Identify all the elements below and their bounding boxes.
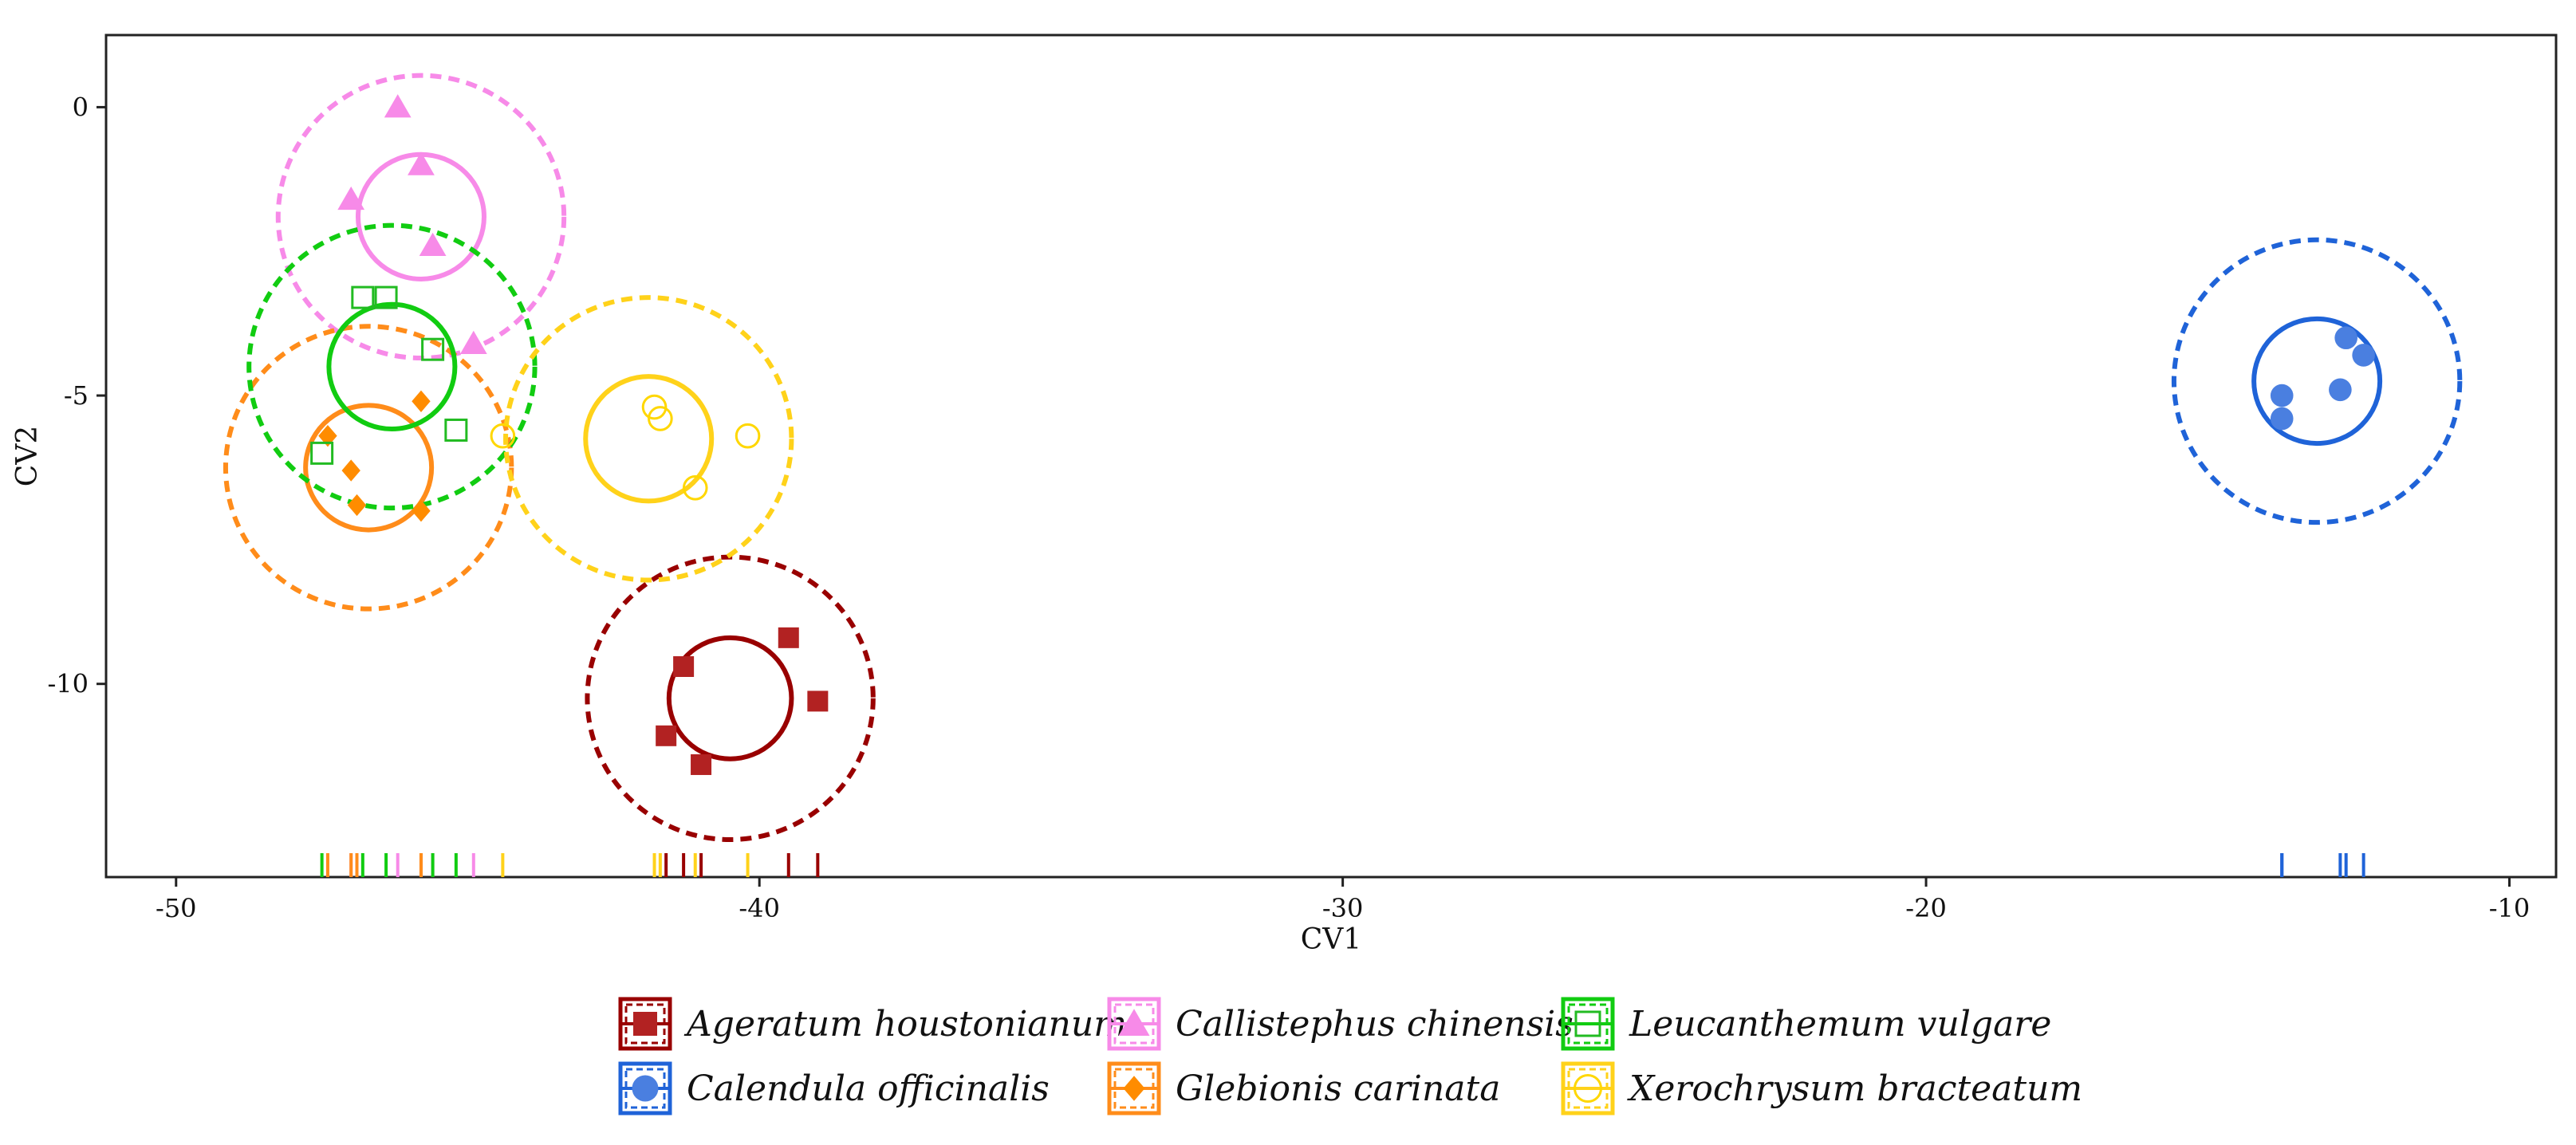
legend-key-marker bbox=[1574, 1010, 1601, 1037]
legend-label-2: Leucanthemum vulgare bbox=[1629, 1004, 2051, 1045]
legend-key-marker bbox=[632, 1075, 659, 1102]
legend-key-4 bbox=[1107, 1061, 1161, 1115]
legend-key-marker bbox=[1123, 1076, 1145, 1101]
data-point-series-4-0 bbox=[351, 285, 375, 309]
outer-ellipse-series-4 bbox=[246, 222, 538, 511]
x-tick-label-2: -30 bbox=[1322, 893, 1364, 923]
data-point-series-3-2 bbox=[341, 459, 360, 482]
data-point-series-3-4 bbox=[412, 500, 431, 522]
data-point-series-0-2 bbox=[673, 656, 695, 677]
data-point-series-5-1 bbox=[648, 406, 673, 431]
legend: Ageratum houstonianum Callistephus chinen… bbox=[618, 997, 2082, 1115]
rug-marks bbox=[320, 853, 2365, 877]
legend-key-box bbox=[618, 997, 672, 1051]
legend-label-5: Xerochrysum bracteatum bbox=[1627, 1068, 2082, 1109]
x-tick-label-0: -50 bbox=[156, 893, 197, 923]
legend-key-marker bbox=[633, 1012, 657, 1036]
data-point-series-1-2 bbox=[2329, 378, 2352, 402]
data-point-series-0-4 bbox=[691, 753, 712, 775]
outer-ellipse-series-3 bbox=[223, 324, 514, 612]
legend-key-box bbox=[1107, 1061, 1161, 1115]
inner-ellipse-series-5 bbox=[583, 374, 715, 504]
data-point-series-5-4 bbox=[682, 474, 708, 501]
legend-key-marker bbox=[1118, 1009, 1150, 1036]
x-axis: -50 -40 -30 -20 -10 bbox=[156, 877, 2530, 923]
legend-key-box bbox=[1561, 997, 1615, 1051]
data-point-series-5-0 bbox=[641, 394, 668, 420]
outer-ellipse-series-1 bbox=[2171, 237, 2463, 525]
data-point-series-4-3 bbox=[444, 418, 468, 442]
data-point-series-1-1 bbox=[2352, 344, 2375, 367]
plot-panel bbox=[104, 33, 2558, 879]
data-point-series-2-3 bbox=[419, 232, 447, 256]
legend-key-2 bbox=[1561, 997, 1615, 1051]
y-tick-label-1: -5 bbox=[64, 380, 89, 411]
y-tick-label-0: 0 bbox=[73, 92, 89, 122]
x-tick-label-3: -20 bbox=[1905, 893, 1947, 923]
data-point-series-4-2 bbox=[421, 337, 445, 361]
data-point-series-3-3 bbox=[347, 494, 367, 517]
inner-ellipse-series-1 bbox=[2251, 316, 2383, 447]
legend-key-5 bbox=[1561, 1061, 1615, 1115]
data-point-series-1-4 bbox=[2270, 407, 2294, 431]
legend-key-marker bbox=[1574, 1074, 1602, 1103]
outer-ellipse-series-0 bbox=[585, 554, 876, 842]
data-point-series-4-4 bbox=[310, 441, 334, 465]
data-point-series-2-1 bbox=[408, 151, 435, 175]
inner-ellipse-series-4 bbox=[326, 301, 458, 432]
data-point-series-1-0 bbox=[2334, 326, 2357, 350]
data-point-series-5-2 bbox=[735, 423, 761, 449]
x-axis-title: CV1 bbox=[1301, 923, 1361, 956]
x-tick-label-1: -40 bbox=[739, 893, 780, 923]
data-point-series-3-0 bbox=[412, 390, 431, 412]
confidence-ellipses bbox=[223, 73, 2463, 842]
legend-key-1 bbox=[1107, 997, 1161, 1051]
data-point-series-0-0 bbox=[778, 627, 799, 648]
data-point-series-2-0 bbox=[384, 94, 412, 118]
data-point-series-5-3 bbox=[490, 423, 516, 449]
legend-label-0: Ageratum houstonianum bbox=[683, 1004, 1127, 1045]
y-axis: 0 -5 -10 bbox=[47, 92, 106, 699]
legend-label-1: Callistephus chinensis bbox=[1176, 1004, 1574, 1045]
outer-ellipse-series-5 bbox=[503, 295, 794, 583]
data-point-series-0-3 bbox=[656, 725, 677, 746]
outer-ellipse-series-2 bbox=[275, 73, 567, 361]
data-point-series-4-1 bbox=[374, 285, 398, 309]
inner-ellipse-series-3 bbox=[303, 403, 435, 533]
legend-key-0 bbox=[618, 997, 672, 1051]
y-tick-label-2: -10 bbox=[47, 669, 89, 699]
data-point-series-3-1 bbox=[318, 425, 337, 447]
legend-key-box bbox=[1107, 997, 1161, 1051]
data-point-series-2-4 bbox=[459, 330, 487, 354]
legend-label-4: Glebionis carinata bbox=[1176, 1068, 1500, 1109]
data-point-series-1-3 bbox=[2270, 384, 2294, 407]
x-tick-label-4: -10 bbox=[2489, 893, 2531, 923]
data-point-series-0-1 bbox=[807, 691, 829, 712]
inner-ellipse-series-0 bbox=[666, 635, 794, 761]
legend-label-3: Calendula officinalis bbox=[687, 1068, 1050, 1109]
legend-key-3 bbox=[618, 1061, 672, 1115]
legend-key-box bbox=[1561, 1061, 1615, 1115]
data-points bbox=[310, 94, 2375, 775]
legend-key-box bbox=[618, 1061, 672, 1115]
y-axis-title: CV2 bbox=[11, 426, 44, 486]
data-point-series-2-2 bbox=[337, 186, 365, 211]
